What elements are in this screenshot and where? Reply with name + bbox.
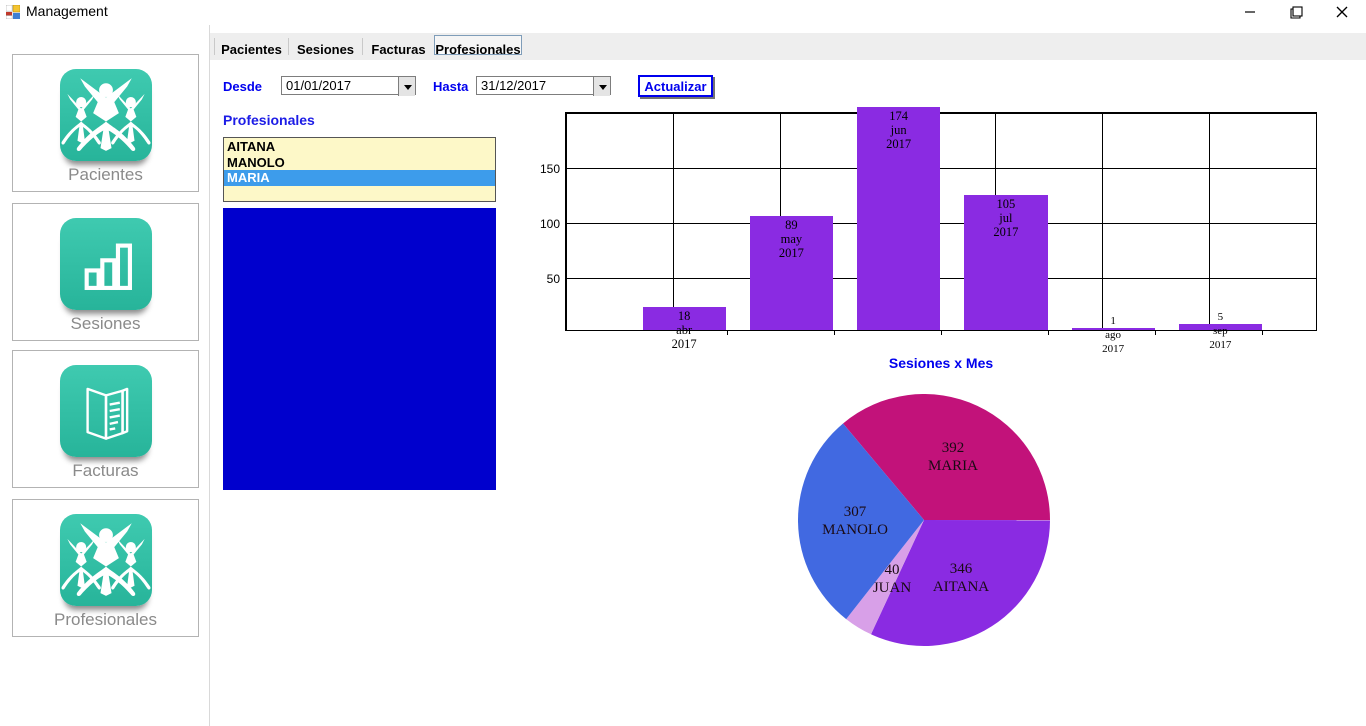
- svg-text:JUAN: JUAN: [873, 580, 912, 596]
- svg-text:40: 40: [885, 562, 900, 578]
- svg-text:MANOLO: MANOLO: [822, 522, 888, 538]
- svg-text:307: 307: [844, 504, 867, 520]
- svg-text:346: 346: [950, 561, 973, 577]
- svg-text:392: 392: [942, 440, 965, 456]
- svg-text:AITANA: AITANA: [933, 579, 989, 595]
- svg-text:MARIA: MARIA: [928, 458, 978, 474]
